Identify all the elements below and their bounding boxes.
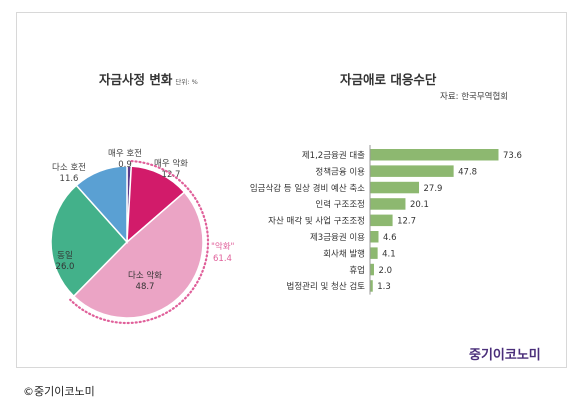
bar-value-label: 2.0 bbox=[378, 266, 392, 276]
pie-title-text: 자금사정 변화 bbox=[99, 72, 173, 87]
bar bbox=[370, 280, 373, 292]
bar-value-label: 20.1 bbox=[410, 200, 429, 210]
bar-category-label: 휴업 bbox=[349, 266, 365, 276]
bar bbox=[370, 149, 499, 161]
bar-value-label: 4.1 bbox=[382, 249, 396, 259]
pie-slice-value: 0.9 bbox=[118, 160, 132, 170]
bar-category-label: 법정관리 및 청산 검토 bbox=[287, 281, 366, 292]
bar-category-label: 임금삭감 등 일상 경비 예산 축소 bbox=[250, 183, 365, 194]
bar bbox=[370, 214, 393, 227]
bar bbox=[370, 247, 378, 259]
bar-value-label: 12.7 bbox=[397, 217, 416, 227]
bar-value-label: 47.8 bbox=[458, 167, 477, 177]
bar-chart-title: 자금애로 대응수단 bbox=[340, 72, 437, 87]
brand-logo: 중기이코노미 bbox=[469, 348, 541, 363]
bar-value-label: 4.6 bbox=[383, 233, 397, 243]
bar-value-label: 27.9 bbox=[424, 184, 443, 194]
bar bbox=[370, 165, 454, 177]
pie-slice-label: 매우 호전 bbox=[108, 148, 142, 159]
pie-chart-title: 자금사정 변화 단위: % bbox=[99, 69, 198, 88]
pie-slice bbox=[126, 165, 186, 244]
pie-callout-label: "악화" bbox=[211, 241, 235, 252]
pie-slice-value: 26.0 bbox=[56, 262, 75, 272]
bar-category-label: 회사채 발행 bbox=[323, 248, 365, 259]
pie-callout-arc bbox=[69, 160, 210, 325]
bar-chart: 제1,2금융권 대출 73.6 정책금융 이용 47.8 임금삭감 등 일상 경비 예산… bbox=[250, 145, 522, 295]
pie-slice bbox=[50, 184, 129, 298]
bar-category-label: 인력 구조조정 bbox=[315, 199, 365, 210]
pie-slice-label: 다소 호전 bbox=[52, 162, 86, 173]
bar bbox=[370, 263, 374, 276]
pie-slice-label: 동일 bbox=[57, 251, 73, 261]
pie-slice-label: 다소 악화 bbox=[128, 270, 162, 281]
bar-value-label: 73.6 bbox=[503, 151, 522, 161]
pie-slice bbox=[75, 165, 128, 244]
bar-category-label: 제1,2금융권 대출 bbox=[302, 150, 365, 161]
image-credit: ©중기이코노미 bbox=[23, 385, 95, 398]
pie-slice-value: 11.6 bbox=[60, 174, 79, 184]
pie-callout-value: 61.4 bbox=[213, 254, 232, 264]
bar bbox=[370, 181, 420, 194]
bar bbox=[370, 231, 379, 243]
pie-slice bbox=[72, 191, 204, 319]
bar-category-label: 자산 매각 및 사업 구조조정 bbox=[268, 216, 365, 227]
bar-category-label: 정책금융 이용 bbox=[315, 166, 365, 177]
bar-value-label: 1.3 bbox=[377, 282, 391, 292]
bar-chart-source: 자료: 한국무역협회 bbox=[440, 92, 509, 102]
pie-slice-value: 48.7 bbox=[136, 282, 155, 292]
pie-slice-label: 매우 악화 bbox=[154, 158, 188, 169]
bar-category-label: 제3금융권 이용 bbox=[310, 232, 365, 243]
pie-unit-note: 단위: % bbox=[175, 78, 198, 86]
bar bbox=[370, 198, 406, 210]
pie-slice-value: 12.7 bbox=[162, 170, 181, 180]
